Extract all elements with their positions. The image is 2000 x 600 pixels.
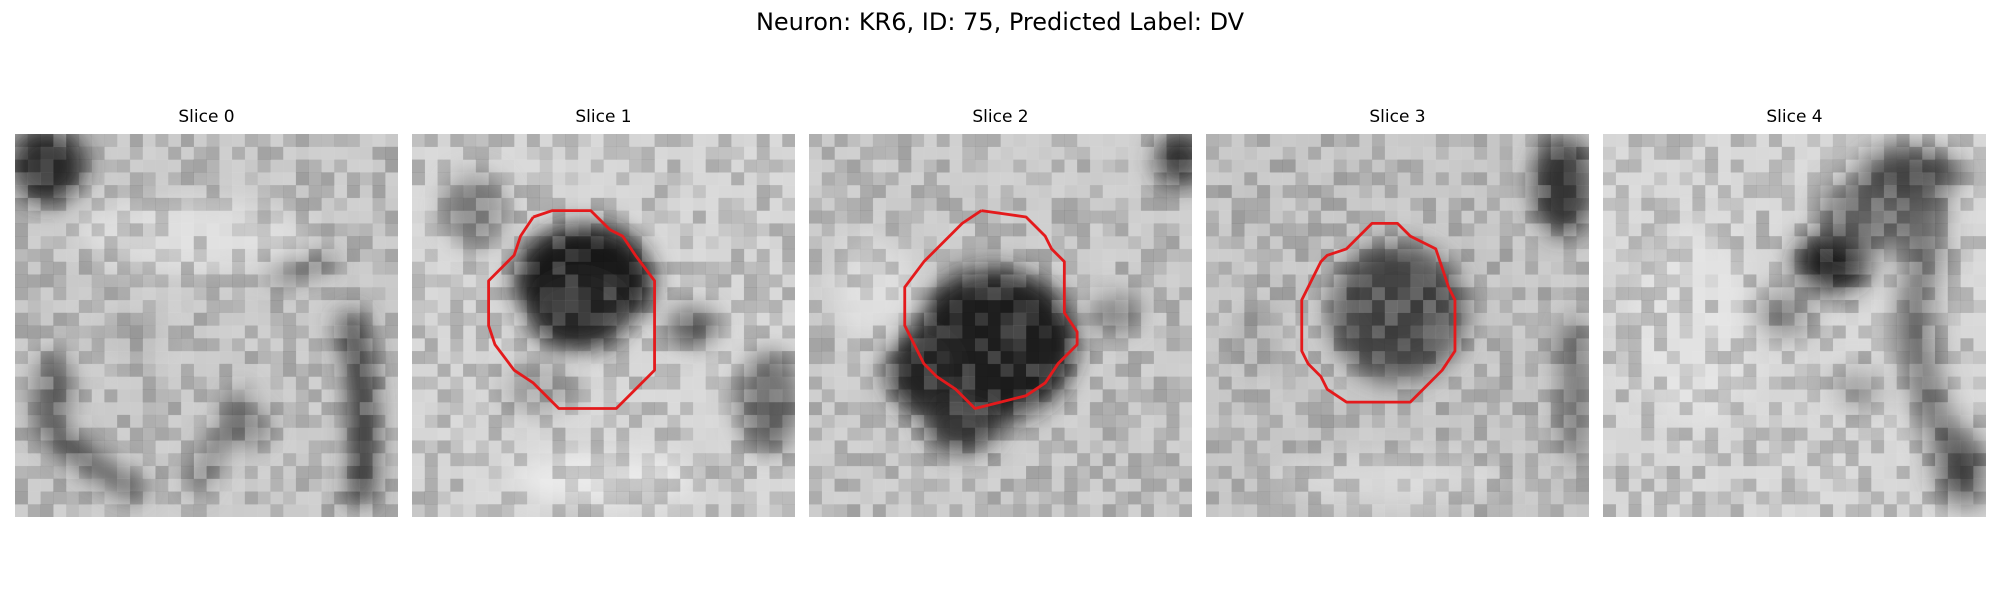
slice-image xyxy=(412,134,795,517)
pixel-noise-layer xyxy=(1206,134,1589,517)
slice-title: Slice 2 xyxy=(972,107,1029,127)
slice-image xyxy=(1206,134,1589,517)
figure-title: Neuron: KR6, ID: 75, Predicted Label: DV xyxy=(755,8,1245,36)
slice-panel-1: Slice 1 xyxy=(412,105,795,545)
slice-title: Slice 4 xyxy=(1766,107,1823,127)
pixel-noise-layer xyxy=(809,134,1192,517)
slice-image xyxy=(15,134,398,517)
slice-title: Slice 3 xyxy=(1369,107,1426,127)
pixel-noise-layer xyxy=(15,134,398,517)
slice-panel-2: Slice 2 xyxy=(809,105,1192,545)
roi-contour xyxy=(1300,221,1457,404)
slice-panel-0: Slice 0 xyxy=(15,105,398,545)
slice-panel-4: Slice 4 xyxy=(1603,105,1986,545)
roi-contour xyxy=(487,209,656,410)
slice-image xyxy=(1603,134,1986,517)
slice-image-svg xyxy=(15,134,398,517)
pixel-noise-layer xyxy=(1603,134,1986,517)
slice-image-svg xyxy=(809,134,1192,517)
slice-image xyxy=(809,134,1192,517)
slice-image-svg xyxy=(1206,134,1589,517)
slice-image-svg xyxy=(1603,134,1986,517)
slice-title: Slice 0 xyxy=(178,107,235,127)
pixel-noise-layer xyxy=(412,134,795,517)
slice-panel-3: Slice 3 xyxy=(1206,105,1589,545)
slice-title: Slice 1 xyxy=(575,107,632,127)
roi-contour xyxy=(903,209,1079,410)
slice-image-svg xyxy=(412,134,795,517)
